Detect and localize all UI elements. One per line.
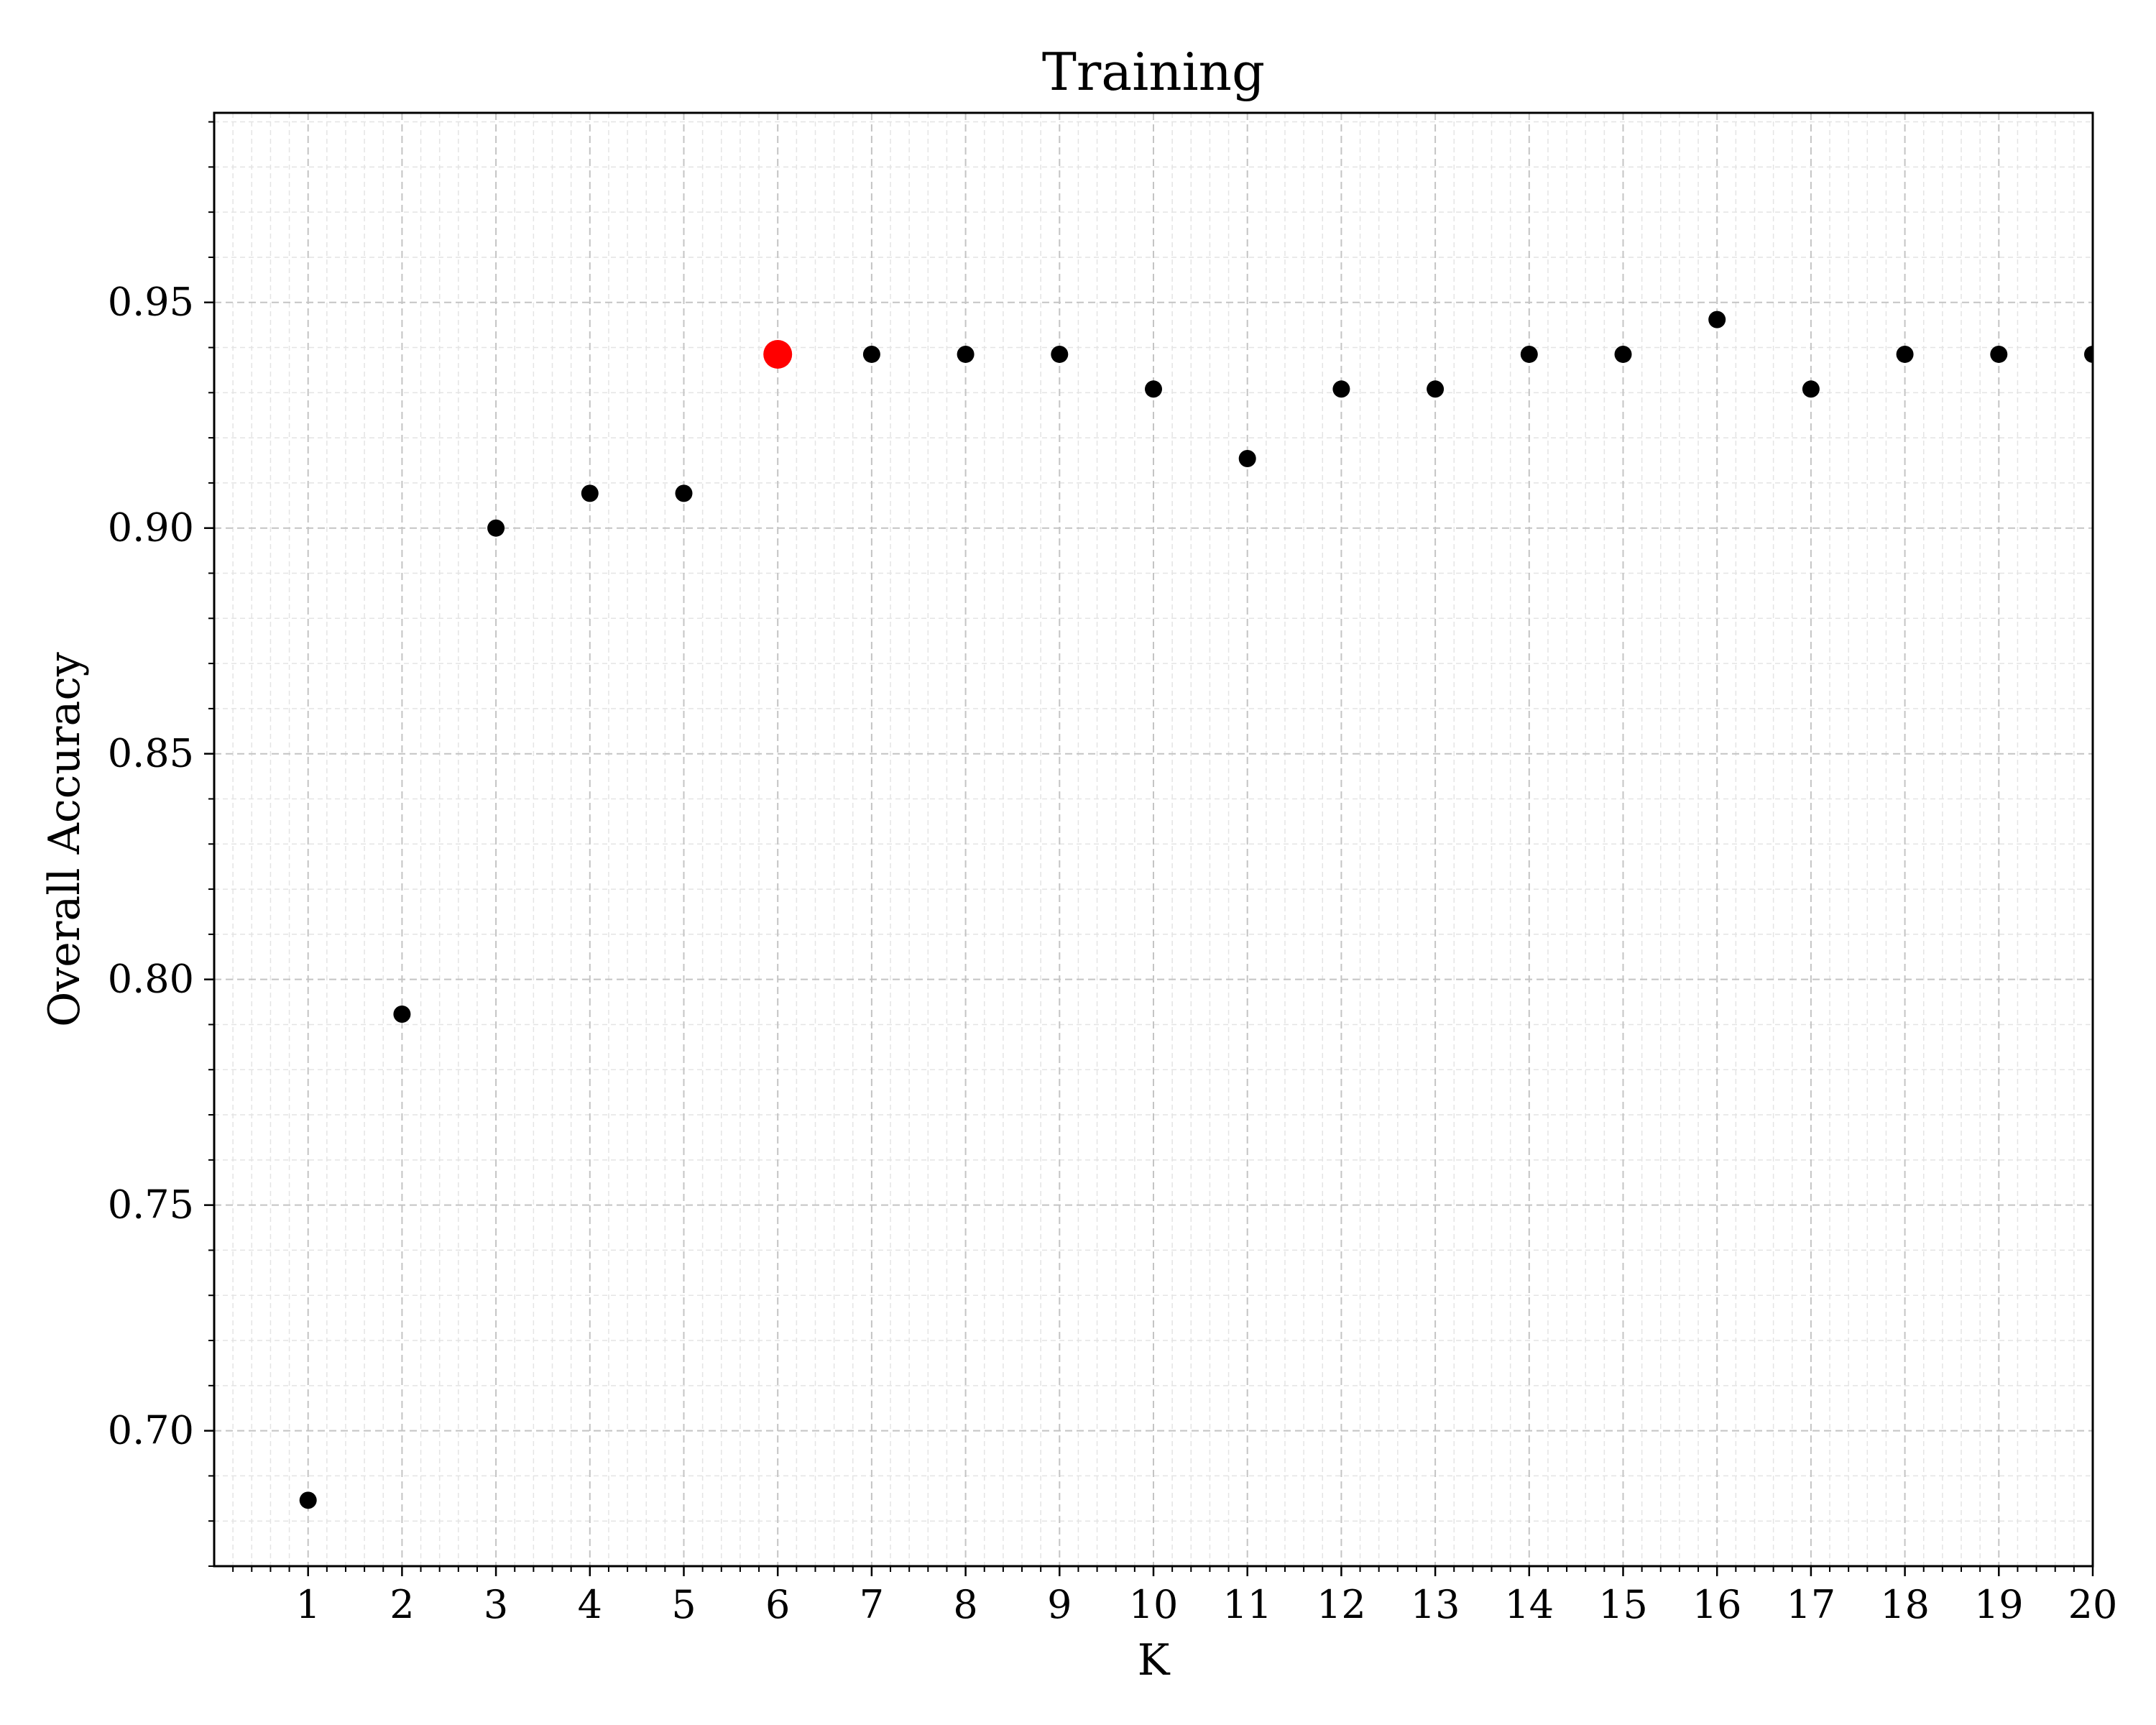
x-tick-label: 9 [1047, 1582, 1072, 1627]
x-tick-label: 19 [1974, 1582, 2024, 1627]
y-tick-label: 0.85 [108, 731, 194, 776]
x-tick-label: 10 [1129, 1582, 1179, 1627]
data-point [1051, 345, 1069, 363]
chart-title: Training [1042, 42, 1265, 102]
y-tick-label: 0.80 [108, 957, 194, 1002]
y-tick-label: 0.75 [108, 1182, 194, 1228]
data-point [1896, 345, 1914, 363]
data-point [1708, 310, 1726, 328]
data-point [487, 519, 505, 537]
x-tick-label: 15 [1598, 1582, 1648, 1627]
data-point [1614, 345, 1632, 363]
data-point [581, 484, 599, 502]
data-point [1520, 345, 1538, 363]
data-point [862, 345, 880, 363]
x-tick-label: 12 [1317, 1582, 1366, 1627]
x-tick-label: 18 [1880, 1582, 1930, 1627]
x-tick-labels: 1 2 3 4 5 6 7 8 9 10 11 12 13 14 15 16 17 18 19 20 [296, 1582, 2118, 1627]
x-tick-label: 13 [1411, 1582, 1460, 1627]
data-point [1802, 380, 1820, 398]
x-tick-label: 8 [953, 1582, 977, 1627]
highlight-point [763, 339, 793, 369]
x-axis-label: K [1138, 1635, 1171, 1685]
x-tick-label: 2 [390, 1582, 414, 1627]
y-tick-label: 0.95 [108, 280, 194, 325]
y-tick-labels: 0.70 0.75 0.80 0.85 0.90 0.95 [108, 280, 194, 1453]
y-axis-label: Overall Accuracy [40, 652, 90, 1027]
x-tick-label: 20 [2068, 1582, 2118, 1627]
x-tick-label: 14 [1504, 1582, 1554, 1627]
x-tick-label: 11 [1222, 1582, 1272, 1627]
data-points-group [299, 310, 2093, 1509]
data-point [299, 1491, 317, 1509]
data-point [1332, 380, 1350, 398]
data-point [957, 345, 975, 363]
data-point [1990, 345, 2008, 363]
x-tick-label: 16 [1692, 1582, 1742, 1627]
axis-ticks [204, 121, 2094, 1576]
x-tick-label: 4 [578, 1582, 602, 1627]
data-point [1238, 450, 1256, 468]
x-tick-label: 6 [765, 1582, 790, 1627]
data-point [1145, 380, 1162, 398]
data-point [393, 1006, 411, 1024]
x-tick-label: 1 [296, 1582, 321, 1627]
data-point [2084, 345, 2093, 363]
data-point [675, 484, 693, 502]
y-tick-label: 0.70 [108, 1408, 194, 1453]
x-tick-label: 3 [484, 1582, 508, 1627]
x-tick-label: 17 [1787, 1582, 1836, 1627]
x-tick-label: 5 [671, 1582, 696, 1627]
x-tick-label: 7 [860, 1582, 884, 1627]
minor-grid [214, 113, 2093, 1567]
data-point [1427, 380, 1445, 398]
data-points [299, 310, 2093, 1509]
y-tick-label: 0.90 [108, 505, 194, 551]
